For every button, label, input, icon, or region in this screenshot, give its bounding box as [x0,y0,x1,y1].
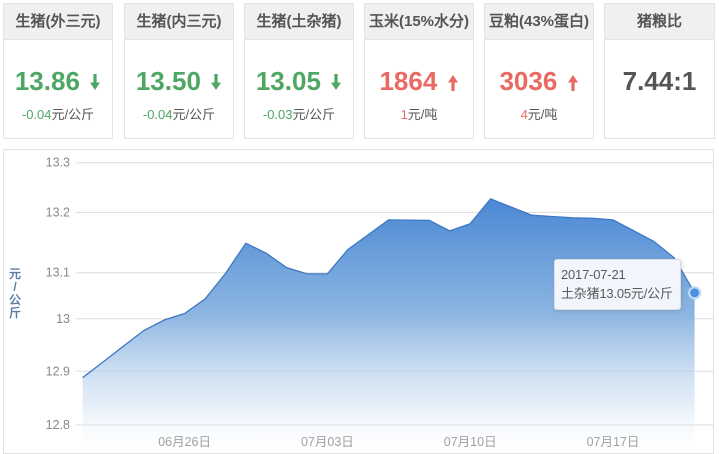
svg-text:13.3: 13.3 [46,156,70,170]
svg-text:13.1: 13.1 [46,266,70,280]
svg-text:12.8: 12.8 [46,418,70,432]
svg-text:13.2: 13.2 [46,205,70,219]
svg-text:12.9: 12.9 [46,364,70,378]
svg-text:13: 13 [56,312,70,326]
